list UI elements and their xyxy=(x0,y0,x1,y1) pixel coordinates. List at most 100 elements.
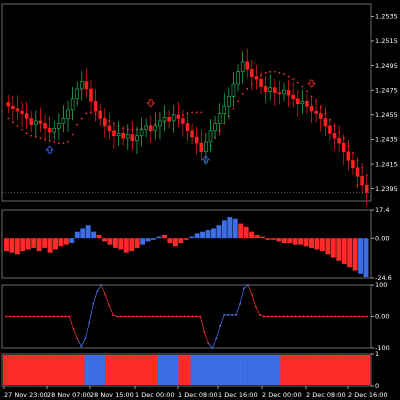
oscillator-point xyxy=(314,315,317,318)
bull-candle xyxy=(153,125,158,132)
bull-candle xyxy=(135,135,139,141)
bear-candle xyxy=(11,105,15,109)
state-bar xyxy=(345,355,350,385)
oscillator-point xyxy=(266,315,269,318)
bear-candle xyxy=(181,118,185,124)
state-bar xyxy=(113,355,118,385)
histogram-axis: 17.4 0.00 -24.6 xyxy=(371,206,392,282)
oscillator-segment xyxy=(96,284,102,292)
histogram-bar xyxy=(42,238,48,248)
state-bar xyxy=(170,355,175,385)
histogram-bar xyxy=(102,238,107,242)
bear-candle xyxy=(98,110,102,119)
bear-candle xyxy=(273,87,277,93)
state-bar xyxy=(219,355,224,385)
x-tick-label: 1 Dec 00:00 xyxy=(135,391,175,399)
bear-candle xyxy=(190,130,194,138)
bear-candle xyxy=(89,88,93,102)
supertrend-point xyxy=(283,73,285,76)
bull-candle xyxy=(158,120,162,127)
bear-candle xyxy=(15,108,20,112)
oscillator-point xyxy=(235,314,237,316)
supertrend-point xyxy=(241,92,244,95)
oscillator-point xyxy=(72,328,75,330)
state-bar xyxy=(276,355,281,385)
histogram-bar xyxy=(31,238,37,248)
histogram-bar xyxy=(352,238,358,271)
state-bar xyxy=(133,355,138,385)
oscillator-point xyxy=(239,303,241,305)
histogram-bar xyxy=(265,238,271,240)
bull-candle xyxy=(52,128,57,133)
oscillator-point xyxy=(227,314,230,316)
state-bar xyxy=(215,355,220,385)
histogram-bar xyxy=(200,231,206,239)
y-tick-label: 100 xyxy=(375,281,387,289)
y-tick-label: -100 xyxy=(375,344,390,352)
bear-candle xyxy=(309,105,314,112)
oscillator-point xyxy=(16,315,19,318)
state-bar xyxy=(292,355,297,385)
histogram-bar xyxy=(298,238,304,245)
bear-candle xyxy=(323,118,328,127)
y-tick-label: -24.6 xyxy=(375,274,392,282)
bear-candle xyxy=(6,102,11,107)
oscillator-point xyxy=(13,315,15,318)
histogram-bar xyxy=(303,238,309,247)
oscillator-point xyxy=(179,315,182,318)
bull-candle xyxy=(268,87,272,92)
oscillator-point xyxy=(215,337,218,340)
state-bar xyxy=(333,355,338,385)
x-tick-label: 28 Nov 15:00 xyxy=(90,391,134,399)
histogram-bar xyxy=(325,238,331,255)
state-bar xyxy=(121,355,126,385)
bear-candle xyxy=(341,142,346,153)
bear-candle xyxy=(29,118,34,125)
oscillator-point xyxy=(128,315,130,318)
oscillator-point xyxy=(366,315,368,318)
oscillator-point xyxy=(278,315,281,318)
oscillator-point xyxy=(151,315,154,318)
supertrend-point xyxy=(269,70,272,73)
histogram-bar xyxy=(172,238,178,247)
oscillator-segment xyxy=(104,294,110,306)
bear-candle xyxy=(130,134,135,141)
bear-candle xyxy=(291,94,295,100)
histogram-bar xyxy=(58,238,64,247)
oscillator-point xyxy=(262,315,265,318)
histogram-bar xyxy=(341,238,347,265)
oscillator-point xyxy=(354,315,357,318)
state-bar xyxy=(51,355,57,385)
buy-arrow-icon xyxy=(45,145,55,154)
oscillator-point xyxy=(326,315,329,318)
state-bar xyxy=(263,355,269,385)
state-bar xyxy=(72,355,77,385)
supertrend-point xyxy=(278,72,281,74)
state-bar xyxy=(223,355,228,385)
supertrend-point xyxy=(296,81,299,84)
histogram-bar xyxy=(91,231,97,239)
bear-candle xyxy=(84,81,89,90)
oscillator-point xyxy=(143,315,146,318)
bull-candle xyxy=(125,134,130,139)
supertrend-point xyxy=(53,141,56,143)
histogram-bar xyxy=(74,231,80,239)
supertrend-point xyxy=(57,142,60,145)
oscillator-point xyxy=(302,315,305,318)
y-tick-label: 1.2455 xyxy=(375,111,398,119)
histogram-bar xyxy=(4,238,9,252)
supertrend-point xyxy=(237,100,239,103)
oscillator-segment xyxy=(100,284,106,295)
supertrend-point xyxy=(7,117,10,120)
histogram-bar xyxy=(63,238,69,245)
bear-candle xyxy=(296,98,300,105)
state-bar xyxy=(202,355,208,385)
oscillator-point xyxy=(100,284,103,286)
bear-candle xyxy=(121,132,125,139)
state-bar xyxy=(288,355,293,385)
supertrend-point xyxy=(264,72,267,74)
state-bar xyxy=(268,355,273,385)
state-bar xyxy=(357,355,363,385)
state-bar xyxy=(321,355,326,385)
state-bar xyxy=(23,355,28,385)
